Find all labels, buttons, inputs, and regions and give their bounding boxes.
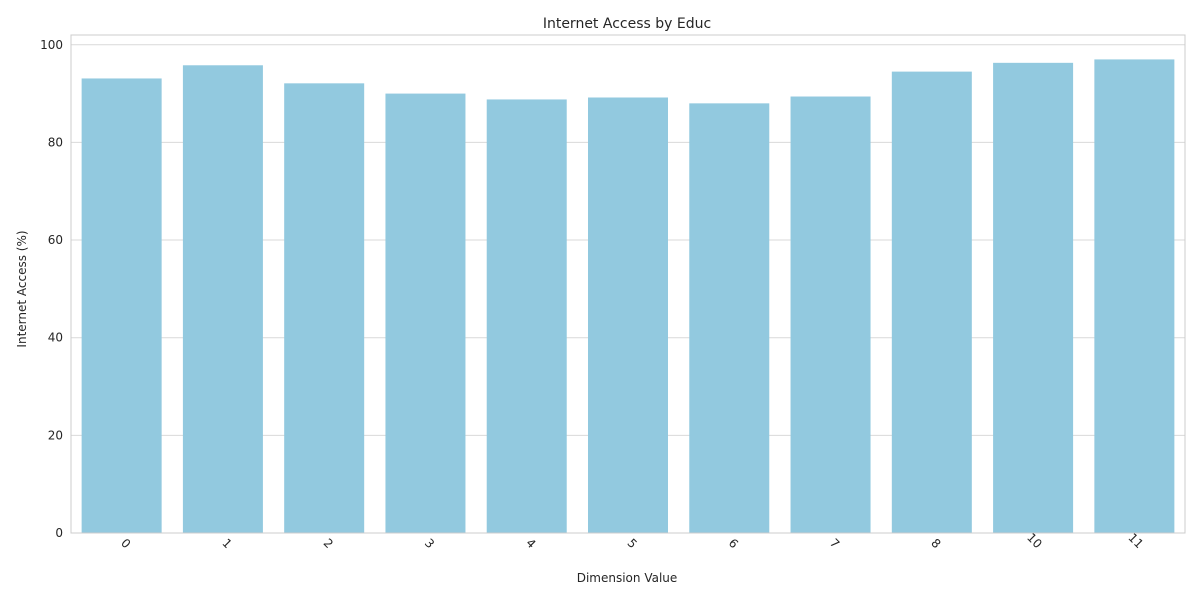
bar-8 <box>891 71 972 533</box>
bar-2 <box>284 83 365 533</box>
x-tick-label: 0 <box>118 536 133 551</box>
bar-7 <box>790 96 871 534</box>
y-tick-label: 60 <box>48 233 63 247</box>
x-tick-label: 11 <box>1125 530 1146 551</box>
x-tick-label: 7 <box>827 536 842 551</box>
x-tick-label: 4 <box>523 536 538 551</box>
bar-0 <box>81 78 162 533</box>
y-tick-label: 20 <box>48 428 63 442</box>
x-tick-label: 6 <box>726 536 741 551</box>
y-tick-label: 100 <box>40 38 63 52</box>
x-tick-label: 8 <box>928 536 943 551</box>
x-tick-labels: 0 1 2 3 4 5 6 7 8 10 11 <box>118 530 1146 551</box>
bar-11 <box>1094 59 1175 533</box>
chart-title: Internet Access by Educ <box>543 16 711 32</box>
bar-3 <box>385 93 466 534</box>
y-tick-label: 0 <box>55 526 63 540</box>
bar-1 <box>182 65 263 533</box>
bars <box>81 59 1175 534</box>
y-tick-labels: 0 20 40 60 80 100 <box>40 38 63 540</box>
bar-6 <box>689 103 770 534</box>
x-axis-label: Dimension Value <box>577 571 678 585</box>
bar-5 <box>587 97 669 534</box>
bar-4 <box>486 99 567 534</box>
x-tick-label: 5 <box>624 536 639 551</box>
x-tick-label: 2 <box>321 536 336 551</box>
x-tick-label: 3 <box>422 536 437 551</box>
bar-10 <box>993 62 1074 534</box>
y-tick-label: 40 <box>48 331 63 345</box>
y-axis-label: Internet Access (%) <box>15 230 29 347</box>
x-tick-label: 1 <box>219 536 234 551</box>
y-tick-label: 80 <box>48 135 63 149</box>
plot-frame <box>70 34 1186 534</box>
x-tick-label: 10 <box>1024 530 1045 551</box>
